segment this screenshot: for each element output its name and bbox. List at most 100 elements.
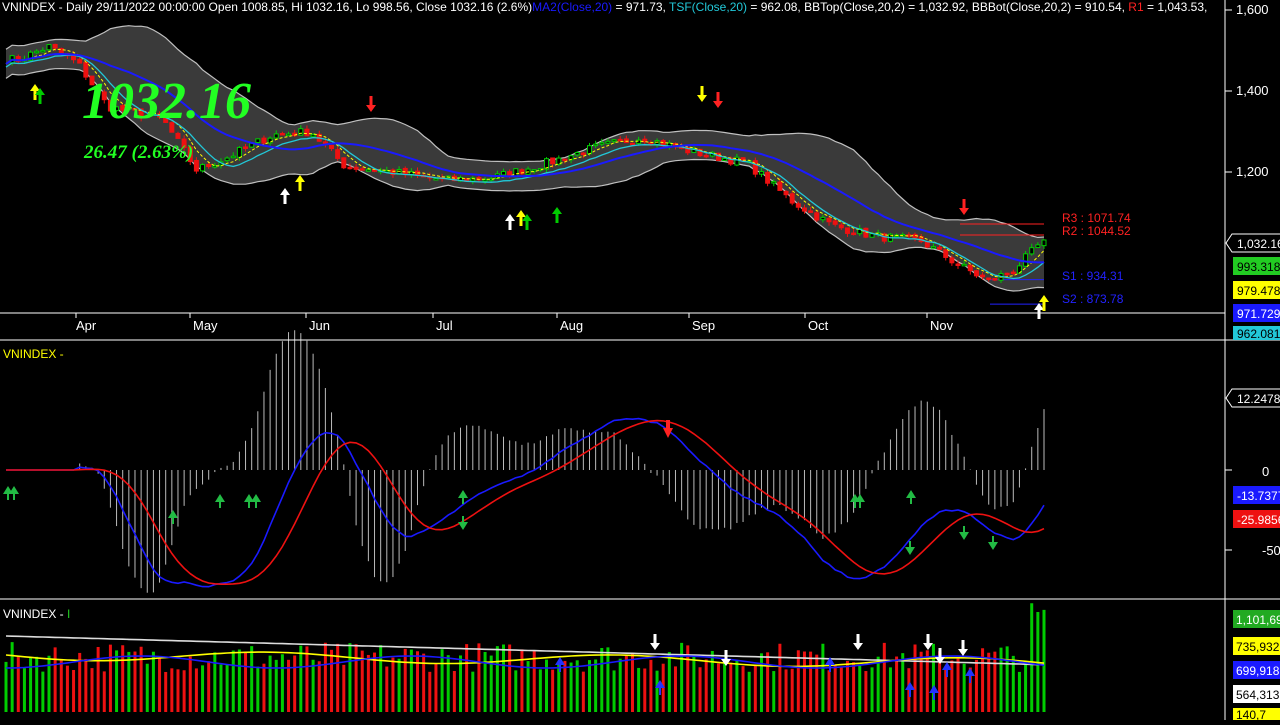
- volume-signal-line: [5, 655, 1045, 669]
- sell-signal-arrow: [697, 86, 707, 102]
- badge-yellow: [1233, 281, 1280, 299]
- candle-body: [267, 137, 273, 144]
- macd-badge-hist-text: 12.2478: [1237, 392, 1280, 406]
- candle-body: [574, 152, 580, 156]
- candle-body: [390, 169, 396, 176]
- candle-body: [943, 249, 949, 258]
- candle-body: [691, 148, 697, 153]
- volume-blue-marker: [825, 657, 835, 665]
- macd-badge-blue-text: -13.7377: [1237, 489, 1280, 503]
- candle-body: [341, 157, 347, 169]
- volume-sell-arrow: [650, 634, 660, 650]
- candle-body: [814, 212, 820, 221]
- candle-body: [365, 169, 371, 172]
- month-label-jul: Jul: [436, 318, 453, 333]
- candle-body: [599, 142, 605, 145]
- macd-panel-title: VNINDEX -: [3, 347, 64, 361]
- macd-tick-0: 0: [1262, 464, 1269, 479]
- macd-sell-marker: [988, 542, 998, 550]
- candle-body: [820, 216, 826, 221]
- candle-body: [586, 145, 592, 155]
- month-label-may: May: [193, 318, 218, 333]
- candle-body: [685, 146, 691, 154]
- candle-body: [28, 51, 34, 61]
- badge-cyan-text: 962.081: [1237, 327, 1280, 341]
- candle-body: [722, 157, 728, 162]
- candle-body: [808, 210, 814, 213]
- candle-body: [230, 155, 236, 159]
- macd-badge-hist: [1225, 388, 1280, 408]
- vol-badge-white-text: 564,313,: [1236, 688, 1280, 702]
- month-label-jun: Jun: [309, 318, 330, 333]
- macd-buy-marker: [9, 486, 19, 494]
- y-tick-label: 1,400: [1236, 83, 1269, 98]
- candle-body: [89, 75, 95, 86]
- candle-body: [261, 137, 267, 144]
- volume-sell-arrow: [935, 648, 945, 664]
- candle-body: [949, 257, 955, 264]
- buy-signal-arrow: [516, 210, 526, 226]
- candle-body: [636, 139, 642, 144]
- candle-body: [973, 270, 979, 277]
- volume-panel-title: VNINDEX - I: [3, 607, 70, 621]
- macd-sell-marker: [959, 532, 969, 540]
- candle-body: [715, 152, 721, 162]
- volume-blue-marker: [905, 682, 915, 690]
- candle-body: [347, 166, 353, 170]
- candle-body: [1029, 247, 1035, 255]
- candle-body: [937, 246, 943, 250]
- candle-body: [224, 157, 230, 162]
- month-label-sep: Sep: [692, 318, 715, 333]
- candle-body: [765, 172, 771, 184]
- y-tick-label: 1,200: [1236, 164, 1269, 179]
- volume-long-average: [5, 635, 1045, 666]
- pivot-s1-label: S1 : 934.31: [1062, 269, 1124, 283]
- candle-body: [359, 168, 365, 171]
- candle-body: [193, 159, 199, 172]
- candle-body: [783, 190, 789, 196]
- tsf-line: [5, 54, 1045, 280]
- volume-blue-marker: [965, 668, 975, 676]
- last-price-quote: 1032.16: [82, 73, 251, 130]
- candle-body: [298, 128, 304, 136]
- volume-sell-arrow: [853, 634, 863, 650]
- candle-body: [114, 106, 120, 112]
- candle-body: [329, 144, 335, 150]
- badge-last-price: [1225, 233, 1280, 253]
- candle-body: [384, 169, 390, 173]
- candle-body: [801, 207, 807, 212]
- buy-signal-arrow: [505, 214, 515, 230]
- badge-green: [1233, 257, 1280, 275]
- macd-buy-marker: [855, 494, 865, 502]
- candle-body: [107, 99, 113, 112]
- candle-body: [838, 224, 844, 229]
- candle-body: [758, 171, 764, 175]
- candle-body: [543, 158, 549, 170]
- macd-signal-line: [6, 419, 1045, 586]
- candle-body: [482, 179, 488, 182]
- month-label-aug: Aug: [560, 318, 583, 333]
- candle-body: [844, 227, 850, 234]
- candle-body: [1041, 239, 1047, 247]
- vol-badge-white: [1233, 685, 1280, 703]
- macd-buy-marker: [215, 494, 225, 502]
- candle-body: [46, 44, 52, 51]
- candle-body: [593, 143, 599, 147]
- badge-last-price-text: 1,032.16: [1237, 237, 1280, 251]
- candle-body: [519, 169, 525, 175]
- macd-sell-arrow: [663, 420, 673, 438]
- candle-body: [34, 50, 40, 54]
- macd-buy-marker: [906, 490, 916, 498]
- badge-cyan: [1233, 326, 1280, 340]
- volume-blue-marker: [655, 680, 665, 688]
- sell-signal-arrow: [366, 96, 376, 112]
- candle-body: [120, 105, 126, 111]
- vol-badge-yellow2: [1233, 708, 1280, 720]
- bollinger-bottom-line: [5, 67, 1045, 292]
- candle-body: [531, 169, 537, 172]
- candle-body: [206, 164, 212, 168]
- pivot-r2-label: R2 : 1044.52: [1062, 224, 1131, 238]
- candle-body: [101, 91, 107, 101]
